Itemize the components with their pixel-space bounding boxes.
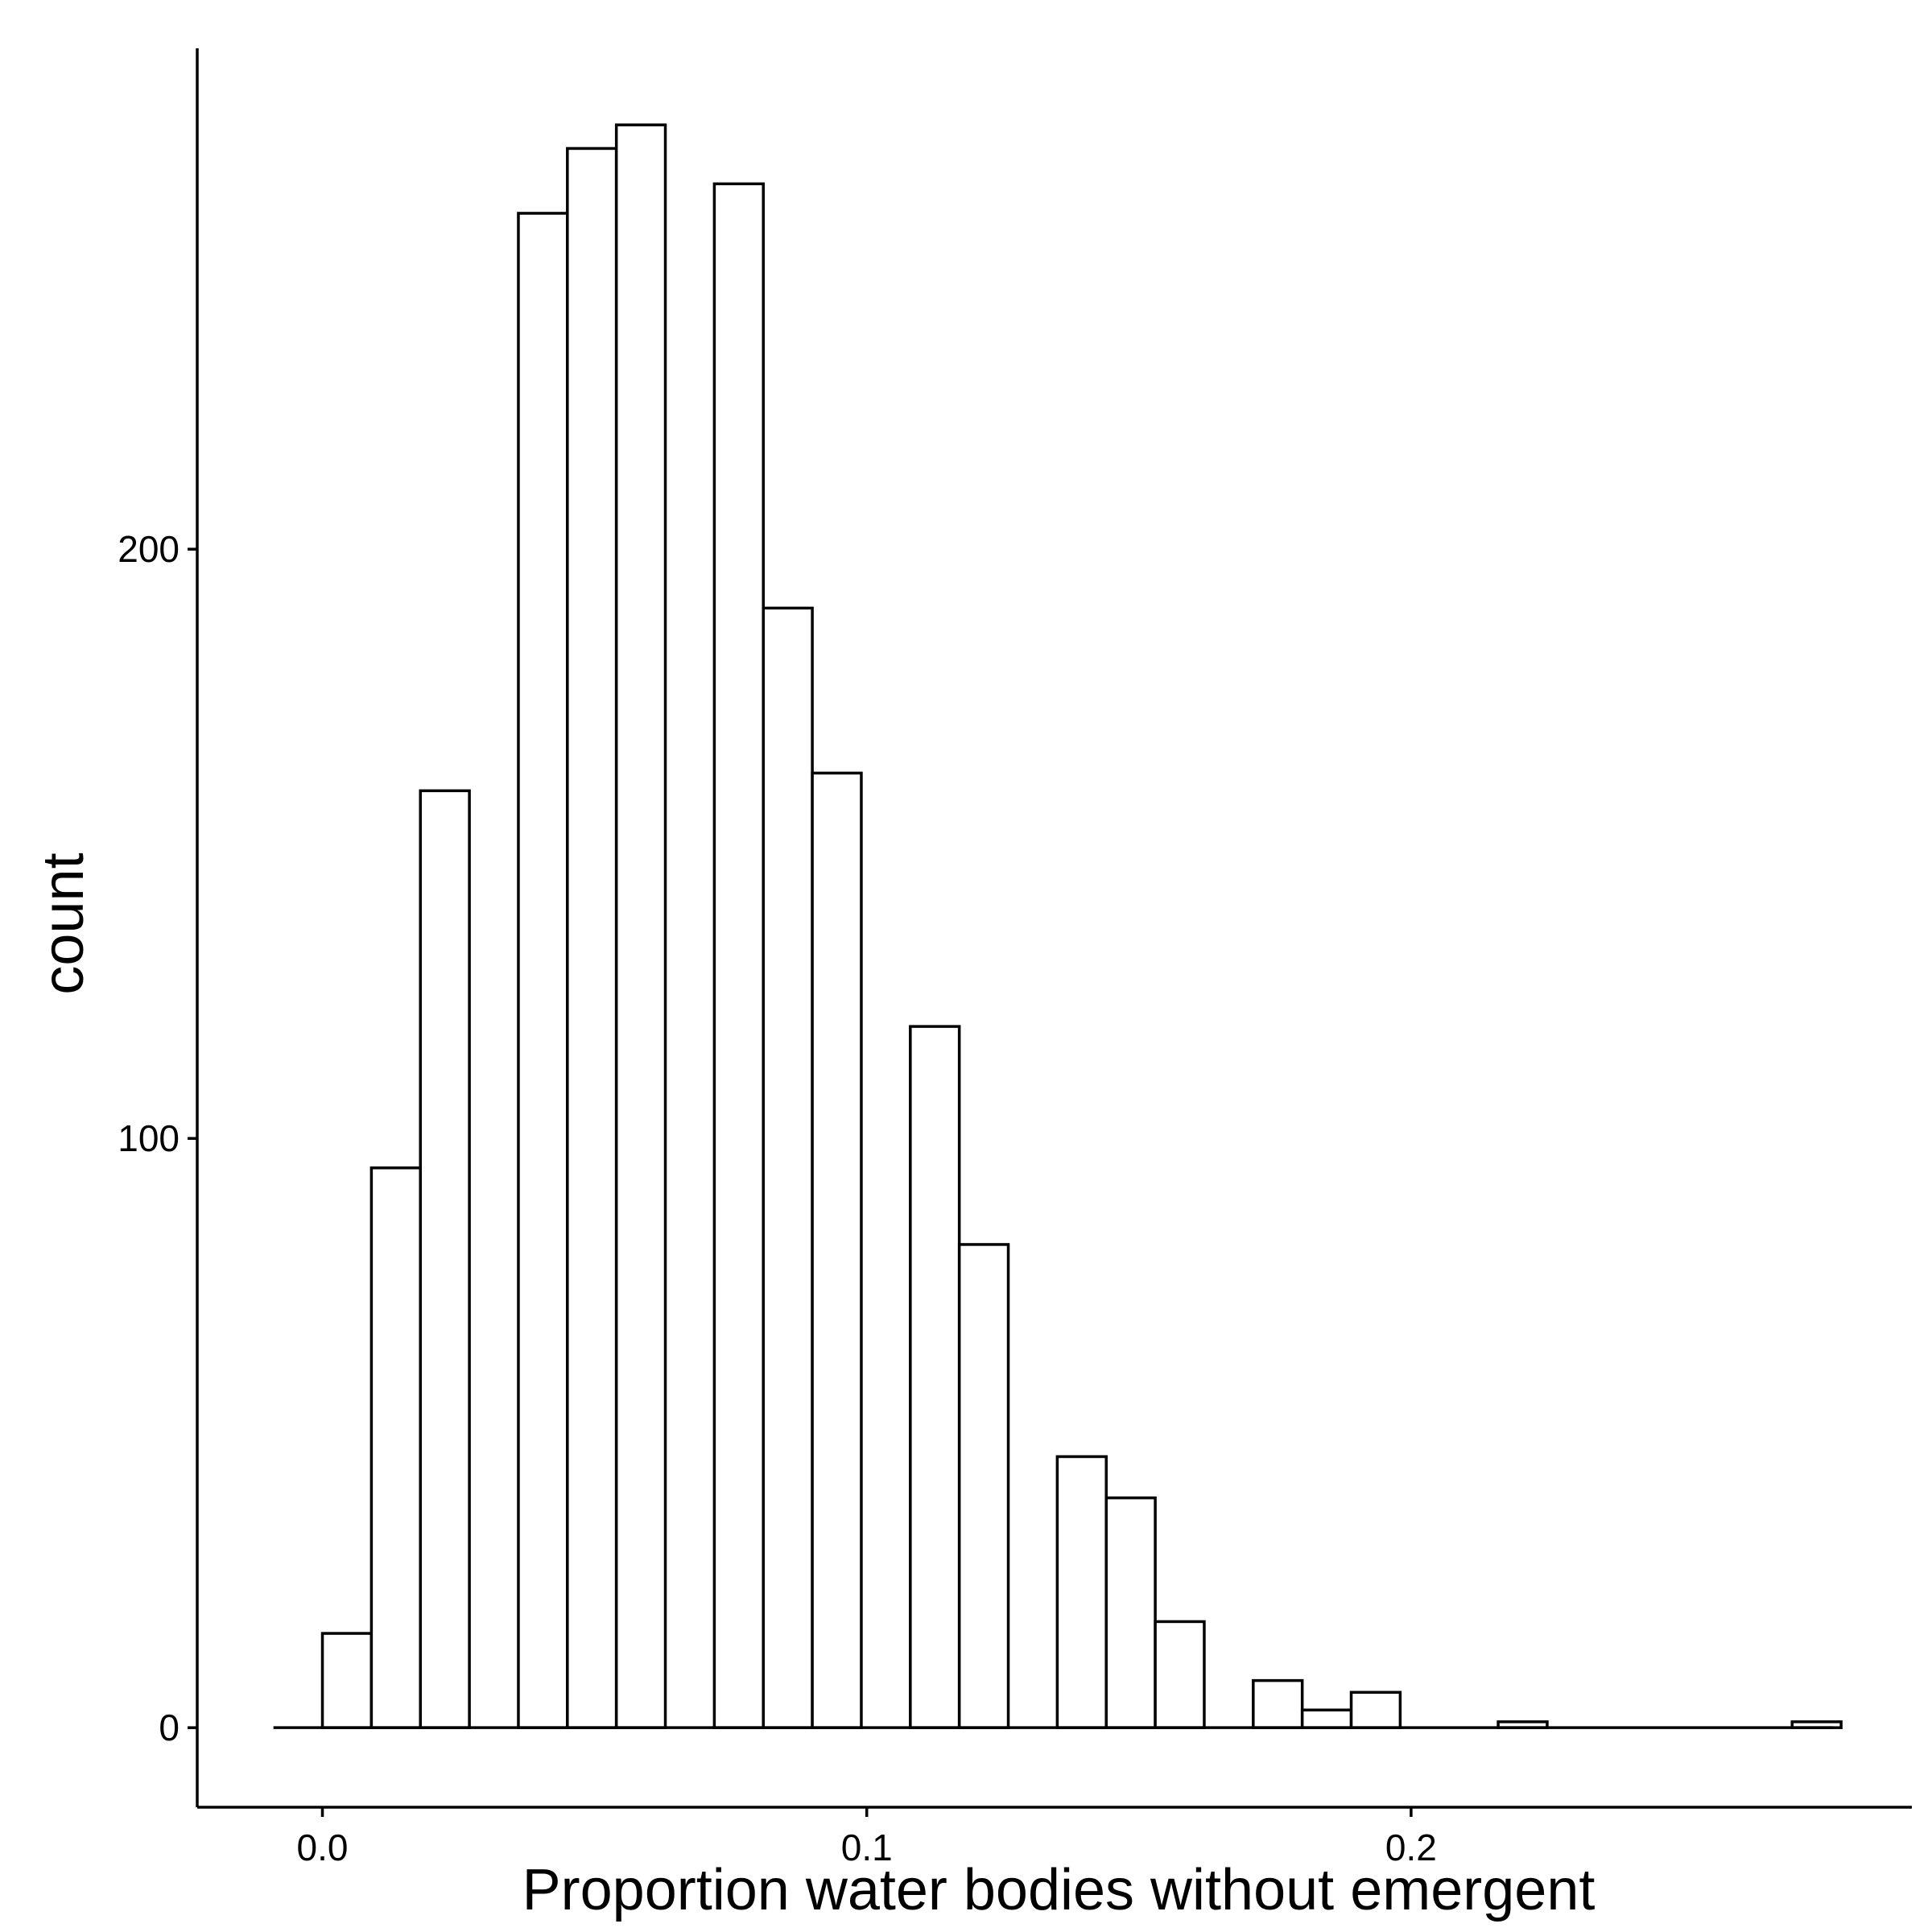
histogram-bar xyxy=(1349,1690,1402,1729)
y-axis-ticks: 0 100 200 xyxy=(118,528,197,1748)
histogram-bar xyxy=(369,1166,422,1729)
histogram-bar xyxy=(1154,1620,1206,1729)
histogram-bar xyxy=(419,789,471,1729)
x-axis-title: Proportion water bodies without emergent xyxy=(522,1858,1596,1922)
y-tick-label: 0 xyxy=(159,1707,180,1748)
x-tick-label: 0.2 xyxy=(1385,1827,1437,1868)
x-tick-label: 0.0 xyxy=(297,1827,349,1868)
x-tick-label: 0.1 xyxy=(841,1827,893,1868)
histogram-bar xyxy=(566,147,618,1729)
histogram-bar xyxy=(320,1632,374,1729)
histogram-bar xyxy=(517,212,569,1729)
histogram-bar xyxy=(1300,1708,1353,1729)
histogram-bar xyxy=(909,1025,961,1729)
x-axis-ticks: 0.0 0.1 0.2 xyxy=(297,1807,1437,1868)
histogram-bar xyxy=(1055,1455,1108,1729)
histogram-bar xyxy=(762,606,814,1729)
histogram-bar xyxy=(1252,1678,1304,1729)
histogram-bar xyxy=(614,123,667,1729)
histogram-bar xyxy=(712,182,765,1729)
histogram-bar xyxy=(1104,1496,1157,1729)
y-axis-title: count xyxy=(31,852,96,994)
histogram-bar xyxy=(957,1243,1010,1729)
histogram-bar xyxy=(811,771,863,1729)
y-tick-label: 100 xyxy=(118,1117,180,1159)
bars-group xyxy=(320,123,1843,1729)
y-tick-label: 200 xyxy=(118,528,180,570)
